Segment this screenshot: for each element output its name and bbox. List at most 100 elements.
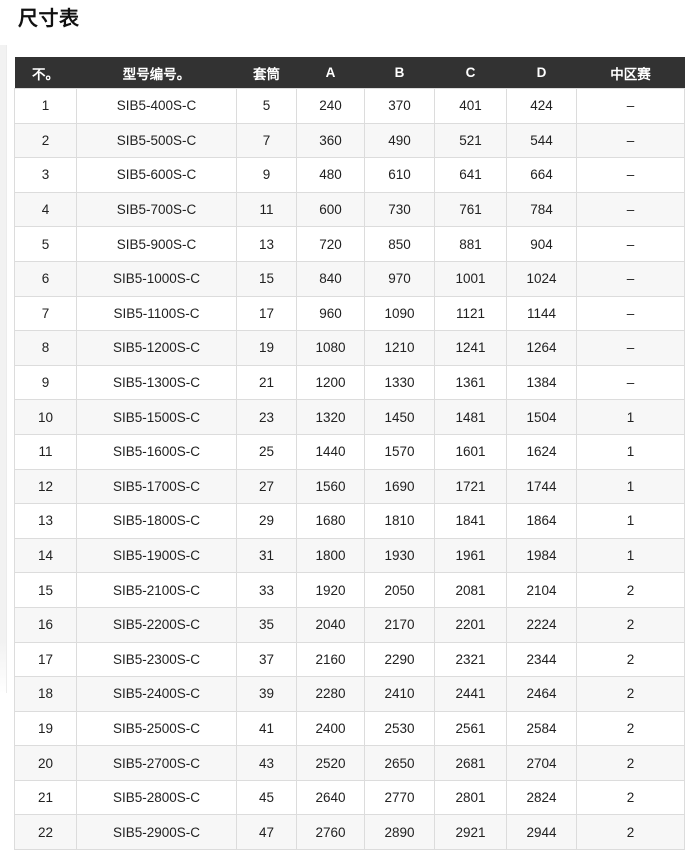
cell-a: 480	[296, 157, 365, 193]
cell-b: 970	[364, 260, 435, 297]
cell-a: 1080	[296, 330, 365, 366]
table-row: 22 SIB5-2900S-C 47 2760 2890 2921 2944 2	[14, 814, 685, 850]
cell-c: 2801	[434, 779, 507, 816]
cell-d: 1264	[506, 330, 577, 366]
cell-b: 370	[364, 88, 435, 124]
table-row: 19 SIB5-2500S-C 41 2400 2530 2561 2584 2	[14, 710, 685, 747]
cell-no: 10	[14, 399, 77, 435]
cell-no: 20	[14, 745, 77, 781]
cell-mid: –	[576, 157, 685, 193]
cell-a: 1920	[296, 572, 365, 608]
cell-a: 1200	[296, 364, 365, 401]
cell-no: 18	[14, 676, 77, 712]
cell-a: 2280	[296, 676, 365, 712]
cell-c: 2441	[434, 676, 507, 712]
table-body: 1 SIB5-400S-C 5 240 370 401 424 – 2 SIB5…	[14, 88, 685, 850]
cell-mid: –	[576, 364, 685, 401]
cell-no: 16	[14, 606, 77, 643]
cell-c: 1361	[434, 364, 507, 401]
cell-c: 1601	[434, 433, 507, 470]
cell-b: 610	[364, 157, 435, 193]
cell-c: 1121	[434, 295, 507, 332]
table-row: 13 SIB5-1800S-C 29 1680 1810 1841 1864 1	[14, 503, 685, 539]
cell-c: 401	[434, 88, 507, 124]
cell-no: 9	[14, 364, 77, 401]
cell-mid: 2	[576, 641, 685, 678]
cell-sleeve: 15	[236, 260, 297, 297]
cell-no: 6	[14, 260, 77, 297]
cell-no: 3	[14, 157, 77, 193]
cell-no: 21	[14, 779, 77, 816]
cell-sleeve: 43	[236, 745, 297, 781]
cell-b: 2530	[364, 710, 435, 747]
cell-b: 2410	[364, 676, 435, 712]
cell-a: 840	[296, 260, 365, 297]
cell-mid: 2	[576, 606, 685, 643]
cell-b: 850	[364, 226, 435, 262]
cell-b: 490	[364, 122, 435, 159]
cell-model: SIB5-2200S-C	[76, 606, 237, 643]
table-row: 12 SIB5-1700S-C 27 1560 1690 1721 1744 1	[14, 468, 685, 505]
cell-model: SIB5-500S-C	[76, 122, 237, 159]
cell-no: 15	[14, 572, 77, 608]
cell-model: SIB5-2300S-C	[76, 641, 237, 678]
cell-mid: –	[576, 295, 685, 332]
cell-model: SIB5-1300S-C	[76, 364, 237, 401]
cell-model: SIB5-1000S-C	[76, 260, 237, 297]
cell-sleeve: 13	[236, 226, 297, 262]
cell-sleeve: 37	[236, 641, 297, 678]
cell-model: SIB5-1800S-C	[76, 503, 237, 539]
cell-d: 1864	[506, 503, 577, 539]
cell-a: 600	[296, 191, 365, 228]
table-row: 10 SIB5-1500S-C 23 1320 1450 1481 1504 1	[14, 399, 685, 435]
cell-c: 1721	[434, 468, 507, 505]
cell-no: 19	[14, 710, 77, 747]
cell-b: 2650	[364, 745, 435, 781]
cell-no: 5	[14, 226, 77, 262]
cell-model: SIB5-1900S-C	[76, 537, 237, 574]
cell-no: 7	[14, 295, 77, 332]
dimension-table: 不。 型号编号。 套筒 A B C D 中区赛 1 SIB5-400S-C 5 …	[14, 57, 685, 850]
table-header-row: 不。 型号编号。 套筒 A B C D 中区赛	[14, 57, 685, 89]
cell-a: 1680	[296, 503, 365, 539]
cell-d: 2464	[506, 676, 577, 712]
cell-sleeve: 17	[236, 295, 297, 332]
cell-mid: 2	[576, 676, 685, 712]
page-title: 尺寸表	[18, 8, 80, 30]
table-row: 21 SIB5-2800S-C 45 2640 2770 2801 2824 2	[14, 779, 685, 816]
cell-model: SIB5-2500S-C	[76, 710, 237, 747]
cell-d: 1984	[506, 537, 577, 574]
cell-b: 1330	[364, 364, 435, 401]
cell-model: SIB5-1200S-C	[76, 330, 237, 366]
cell-no: 12	[14, 468, 77, 505]
cell-d: 1744	[506, 468, 577, 505]
cell-mid: 1	[576, 468, 685, 505]
table-row: 20 SIB5-2700S-C 43 2520 2650 2681 2704 2	[14, 745, 685, 781]
cell-a: 360	[296, 122, 365, 159]
cell-mid: 1	[576, 537, 685, 574]
cell-no: 2	[14, 122, 77, 159]
cell-model: SIB5-400S-C	[76, 88, 237, 124]
cell-mid: 2	[576, 745, 685, 781]
cell-c: 1841	[434, 503, 507, 539]
cell-c: 641	[434, 157, 507, 193]
cell-c: 1241	[434, 330, 507, 366]
cell-d: 904	[506, 226, 577, 262]
column-header-mid: 中区赛	[576, 57, 685, 89]
cell-c: 1961	[434, 537, 507, 574]
column-header-b: B	[364, 57, 435, 89]
column-header-d: D	[506, 57, 577, 89]
cell-sleeve: 35	[236, 606, 297, 643]
cell-c: 2561	[434, 710, 507, 747]
cell-no: 17	[14, 641, 77, 678]
table-row: 2 SIB5-500S-C 7 360 490 521 544 –	[14, 122, 685, 159]
cell-c: 521	[434, 122, 507, 159]
table-row: 11 SIB5-1600S-C 25 1440 1570 1601 1624 1	[14, 433, 685, 470]
cell-sleeve: 23	[236, 399, 297, 435]
cell-mid: –	[576, 122, 685, 159]
cell-c: 761	[434, 191, 507, 228]
cell-c: 2681	[434, 745, 507, 781]
column-header-no: 不。	[14, 57, 77, 89]
cell-model: SIB5-1100S-C	[76, 295, 237, 332]
cell-mid: –	[576, 88, 685, 124]
